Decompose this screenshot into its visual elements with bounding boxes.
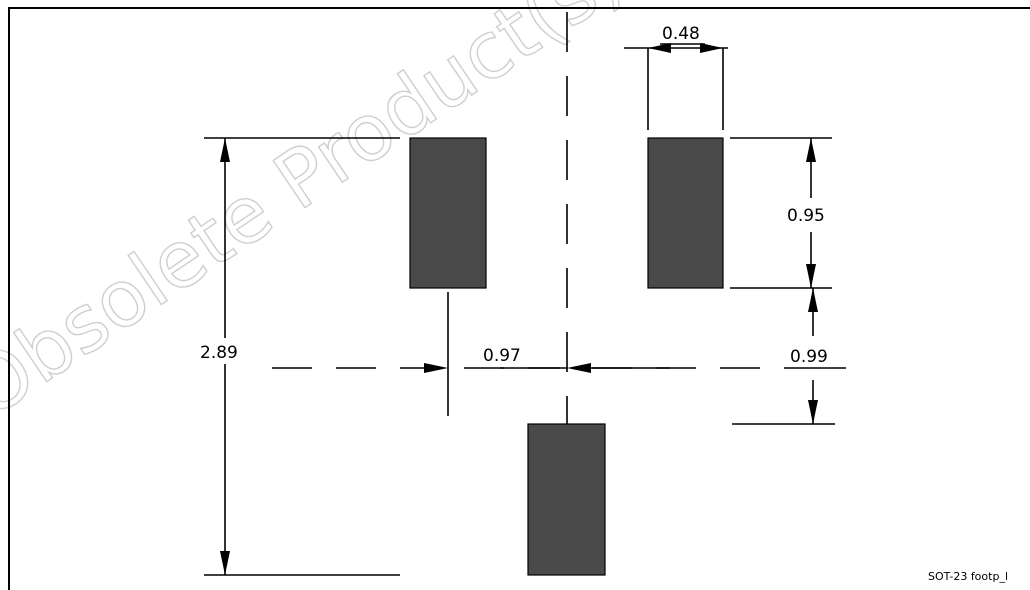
watermark: Obsolete Product(s) - Obsolete Product(s… (0, 0, 1030, 436)
label-pad-gap-x: 0.97 (483, 346, 521, 366)
pad-3 (527, 423, 606, 576)
dimension-pad-length (730, 137, 832, 289)
label-pad-width: 0.48 (662, 24, 700, 44)
label-pad-gap-y: 0.99 (790, 347, 828, 367)
label-overall-height: 2.89 (200, 343, 238, 363)
pad-2 (647, 137, 724, 289)
dimension-pad-gap-x (424, 292, 670, 416)
label-pad-length: 0.95 (787, 206, 825, 226)
dimension-pad-gap-y (732, 288, 846, 425)
dimension-pad-width (624, 43, 728, 130)
frame-border (8, 7, 1030, 590)
drawing-caption: SOT-23 footp_l (928, 570, 1008, 583)
pad-1 (409, 137, 487, 289)
label-bg-overall-height (196, 338, 246, 364)
